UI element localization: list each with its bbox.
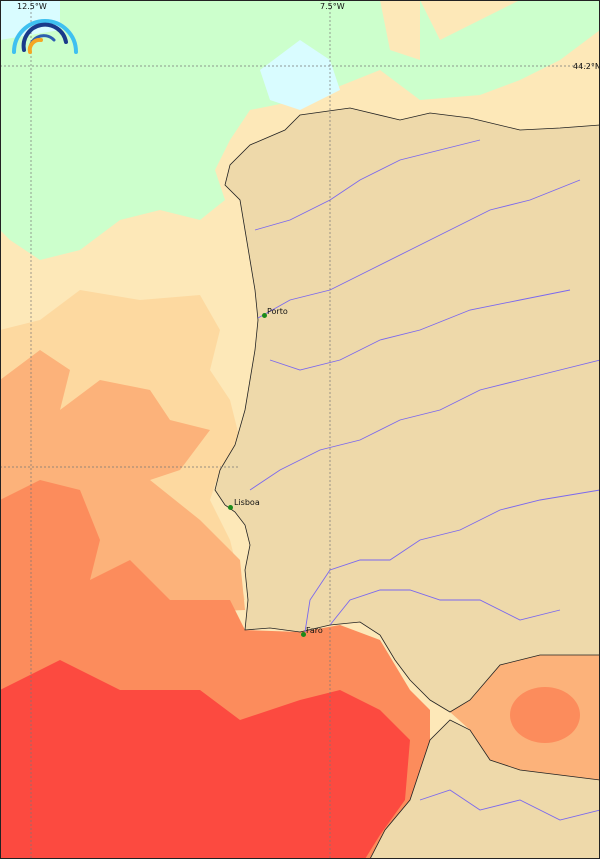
rainbow-arcs-logo bbox=[12, 19, 78, 54]
sea-field-green bbox=[0, 0, 600, 260]
lon-label-east: 7.5°W bbox=[320, 2, 345, 11]
sea-field-warm bbox=[0, 290, 600, 859]
city-label-porto: Porto bbox=[267, 307, 288, 316]
city-label-lisboa: Lisboa bbox=[234, 498, 260, 507]
city-marker-lisboa bbox=[228, 505, 233, 510]
lat-label: 44.2°N bbox=[573, 62, 600, 71]
rivers bbox=[249, 139, 600, 821]
city-label-faro: Faro bbox=[306, 626, 323, 635]
africa-land bbox=[369, 719, 600, 859]
iberia-land bbox=[214, 107, 600, 713]
land bbox=[214, 107, 600, 859]
city-marker-porto bbox=[262, 313, 267, 318]
lon-label-west: 12.5°W bbox=[17, 2, 47, 11]
city-marker-faro bbox=[301, 632, 306, 637]
